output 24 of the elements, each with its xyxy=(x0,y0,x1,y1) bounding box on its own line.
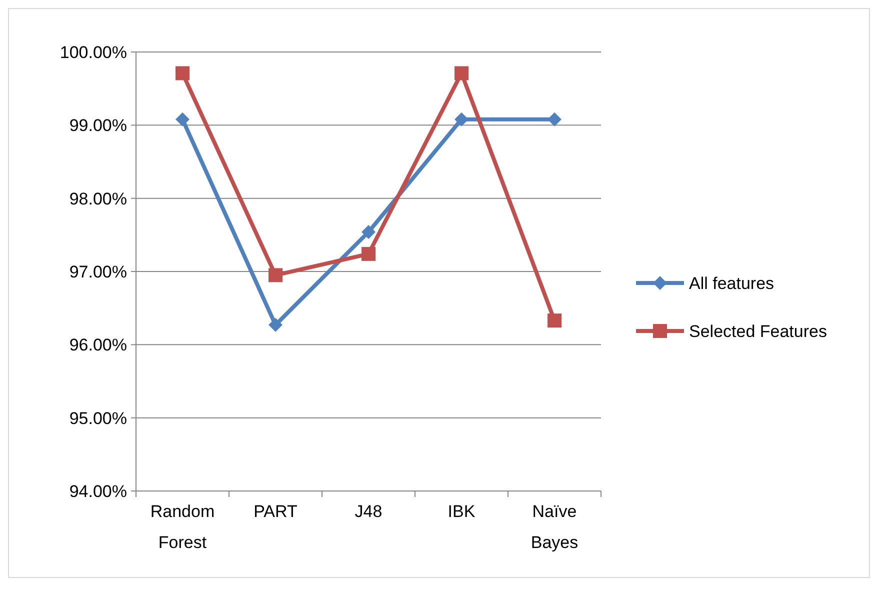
y-tick-label: 96.00% xyxy=(69,336,127,355)
point xyxy=(268,268,282,282)
point xyxy=(362,246,376,261)
point xyxy=(362,224,376,239)
point xyxy=(548,314,562,328)
legend-label: All features xyxy=(689,274,774,293)
y-tick-label: 97.00% xyxy=(69,262,127,282)
x-tick-label: Naïve Bayes xyxy=(530,502,578,552)
point xyxy=(176,66,190,80)
point xyxy=(268,318,282,332)
x-tick-label: Random Forest xyxy=(150,502,215,552)
y-tick-label: 95.00% xyxy=(69,408,127,428)
y-tick-label: 98.00% xyxy=(69,189,127,208)
y-tick-label: 100.00% xyxy=(60,42,127,62)
x-tick-label: PART xyxy=(254,502,298,521)
y-tick-label: 99.00% xyxy=(69,116,127,136)
point xyxy=(454,66,468,80)
x-tick-label: J48 xyxy=(354,502,382,521)
point xyxy=(454,112,468,126)
point xyxy=(548,112,562,126)
legend-label: Selected Features xyxy=(689,322,827,341)
point xyxy=(176,112,190,126)
x-tick-label: IBK xyxy=(448,502,476,521)
y-tick-label: 94.00% xyxy=(69,482,127,501)
